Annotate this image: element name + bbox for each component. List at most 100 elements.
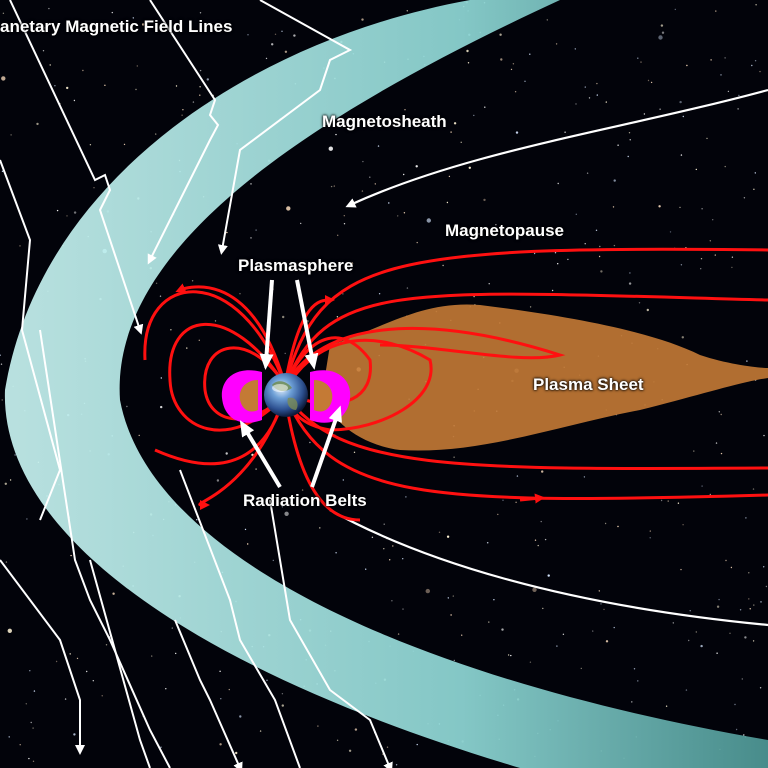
star (695, 631, 697, 633)
star (446, 535, 450, 538)
star (0, 354, 1, 356)
star (73, 211, 77, 214)
star (575, 213, 577, 215)
star (290, 501, 292, 503)
star (29, 670, 31, 672)
star (191, 280, 194, 282)
star (534, 539, 537, 541)
star (353, 451, 356, 453)
star (160, 746, 162, 748)
star (555, 43, 558, 45)
star (404, 109, 406, 111)
star (731, 256, 734, 258)
star (361, 18, 364, 21)
star (753, 604, 755, 606)
star (186, 347, 188, 349)
star (199, 86, 201, 88)
star (453, 122, 457, 125)
star (49, 64, 51, 66)
star (659, 108, 661, 110)
star (588, 97, 591, 99)
star (206, 78, 209, 81)
star (575, 103, 577, 105)
star (507, 654, 510, 656)
star (524, 80, 526, 83)
star (350, 262, 354, 265)
star (365, 568, 367, 570)
star (5, 561, 8, 563)
star (342, 479, 344, 481)
star (374, 183, 376, 185)
star (537, 544, 539, 547)
star (478, 233, 480, 235)
star (104, 84, 106, 87)
star (709, 240, 711, 242)
star (599, 245, 601, 248)
star (541, 470, 544, 473)
star (718, 411, 720, 413)
star (501, 628, 504, 631)
star (165, 688, 167, 690)
star (92, 680, 95, 682)
star (333, 185, 335, 187)
star (765, 585, 768, 588)
star (627, 155, 629, 158)
star (272, 559, 274, 562)
star (271, 43, 274, 46)
star (557, 182, 559, 185)
star (228, 688, 230, 691)
star (712, 219, 714, 221)
star (416, 241, 418, 244)
star (613, 244, 616, 247)
magnetopause-label: Magnetopause (445, 221, 565, 240)
star (729, 632, 731, 634)
star (54, 85, 56, 87)
star (737, 108, 739, 110)
star (473, 295, 475, 298)
star (547, 574, 550, 577)
star (328, 146, 333, 151)
star (28, 757, 30, 760)
star (159, 295, 162, 297)
magnetosheath-label: Magnetosheath (322, 112, 447, 131)
star (214, 320, 217, 322)
star (235, 751, 238, 755)
star (42, 50, 45, 52)
star (138, 434, 140, 437)
star (529, 306, 532, 308)
star (638, 302, 641, 304)
star (743, 197, 746, 199)
star (284, 50, 288, 53)
star (493, 599, 495, 601)
star (377, 145, 380, 147)
star (734, 703, 736, 706)
star (255, 468, 257, 470)
star (362, 160, 364, 163)
star (395, 764, 398, 766)
star (598, 590, 600, 592)
star (192, 101, 195, 103)
star (540, 520, 542, 523)
star (453, 659, 455, 662)
star (55, 660, 58, 663)
star (600, 270, 603, 273)
star (679, 206, 681, 209)
star (495, 224, 497, 226)
star (453, 456, 455, 458)
star (674, 8, 676, 11)
star (86, 670, 88, 673)
plasma-sheet (322, 304, 768, 451)
star (631, 701, 633, 703)
star (182, 109, 184, 111)
star (405, 496, 407, 498)
star (244, 528, 247, 531)
star (754, 60, 757, 62)
star (637, 57, 639, 59)
star (247, 34, 249, 36)
star (752, 640, 755, 642)
star (416, 743, 418, 746)
star (650, 81, 653, 84)
star (7, 628, 12, 633)
star (755, 4, 757, 6)
star (709, 493, 711, 496)
